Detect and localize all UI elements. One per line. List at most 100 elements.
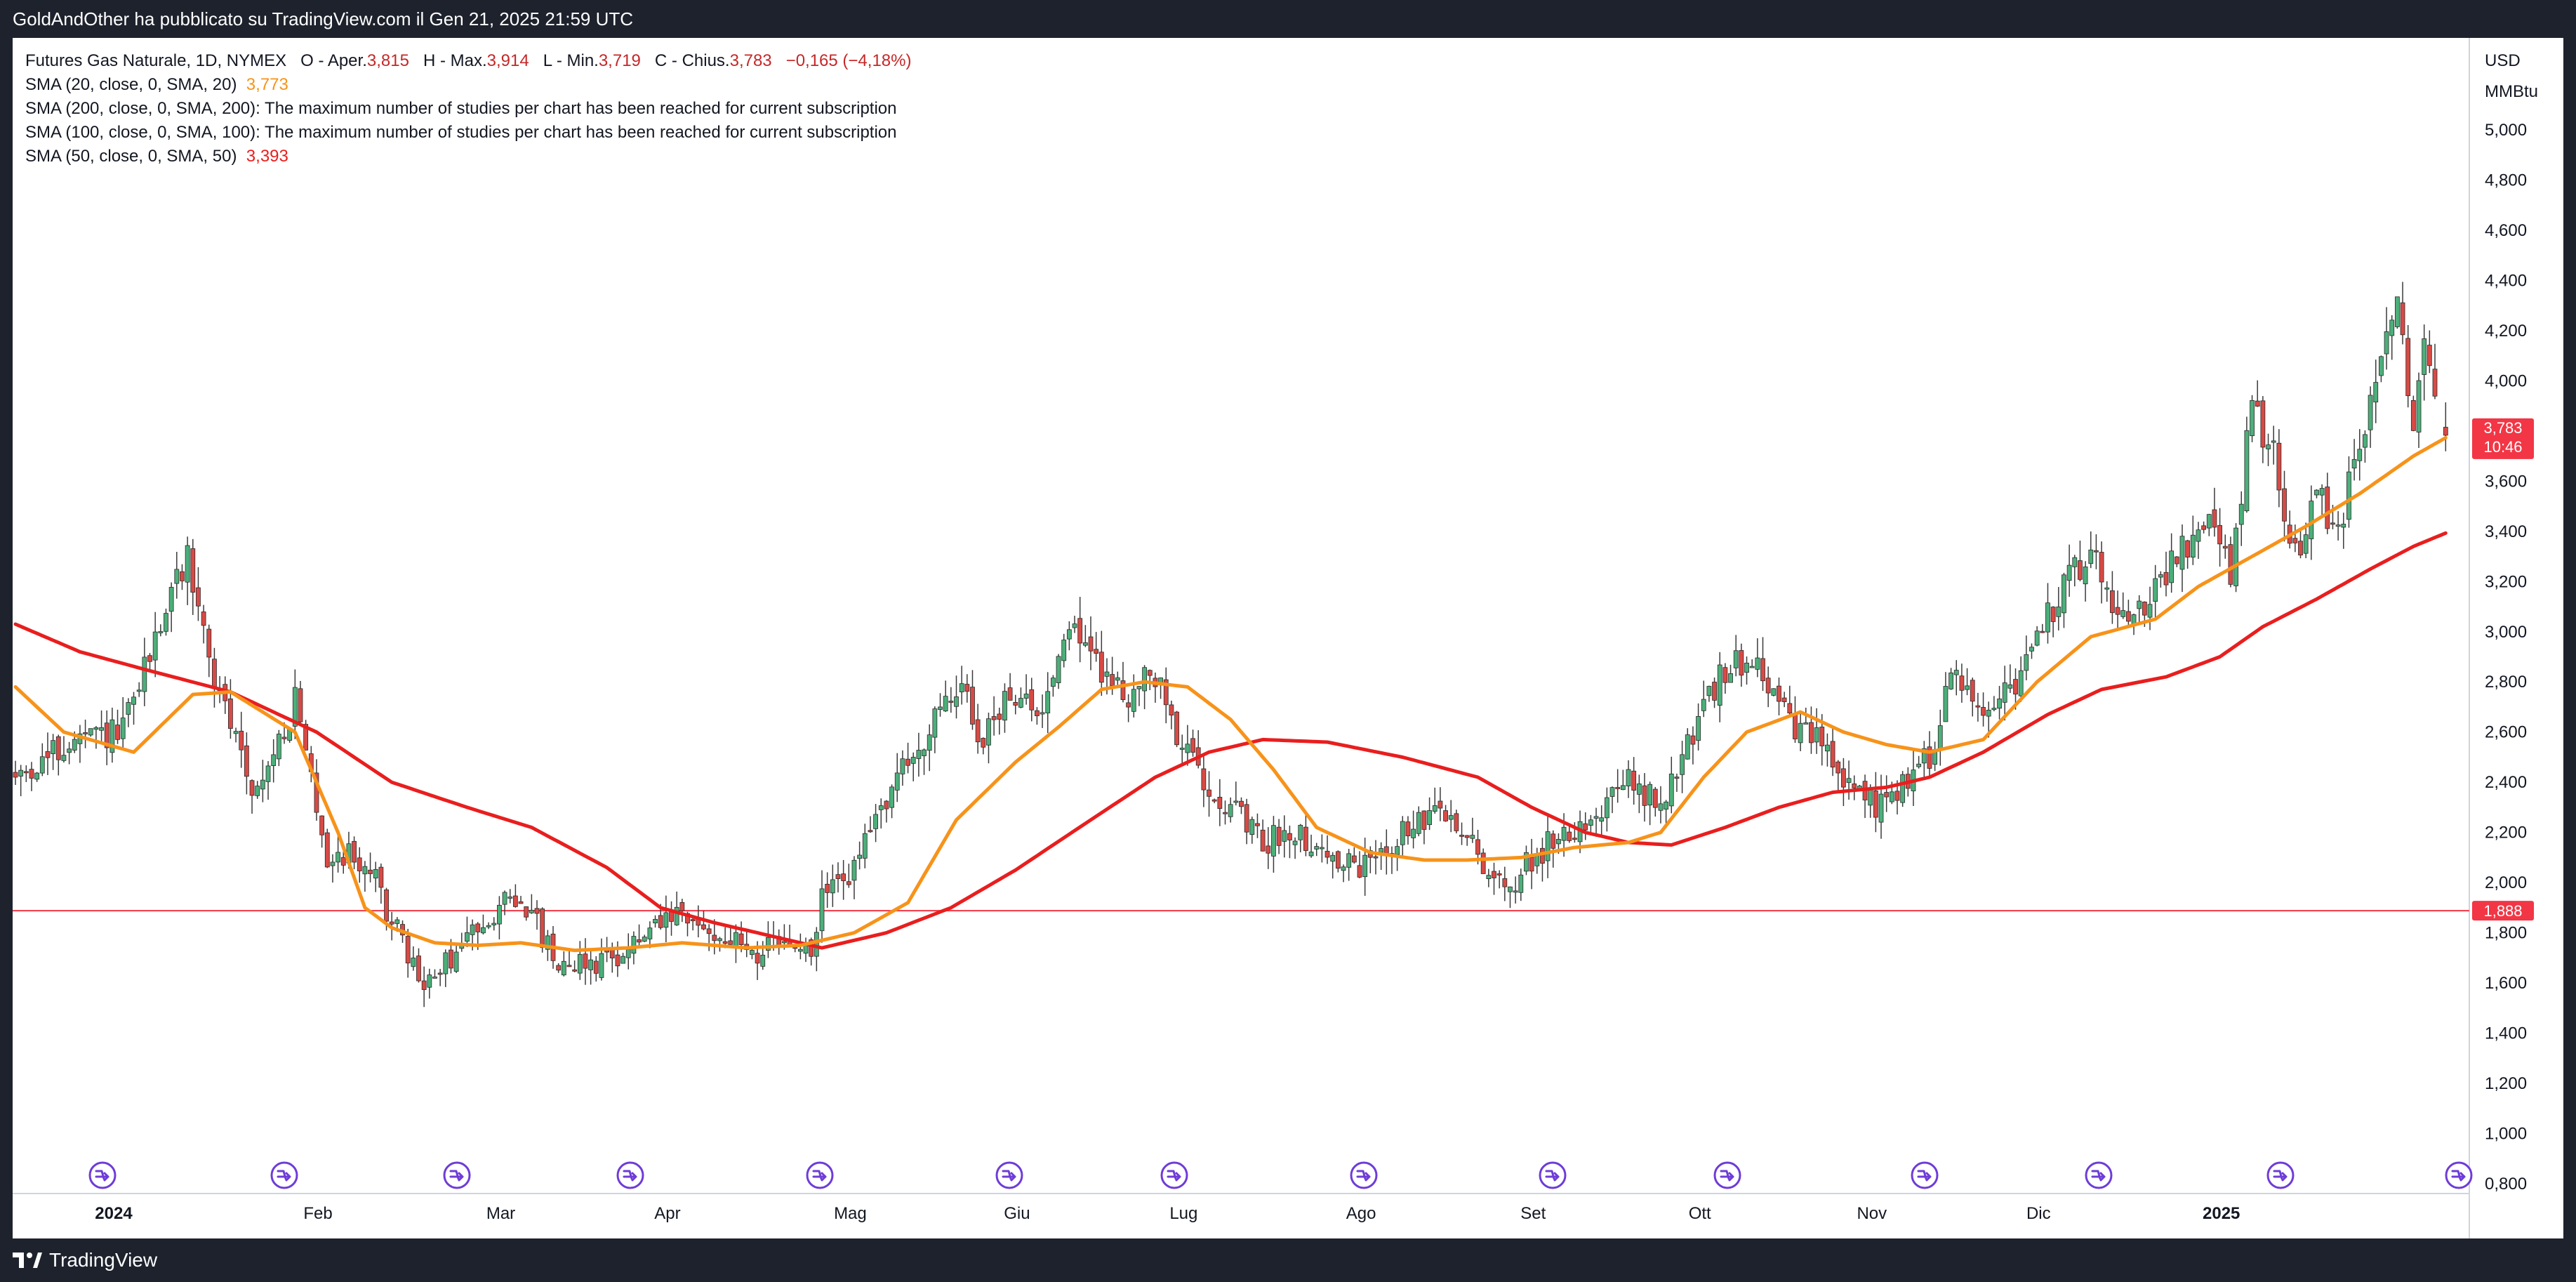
candle-down — [1981, 692, 1986, 727]
candle-body — [2373, 382, 2379, 403]
candle-down — [223, 676, 228, 714]
candle-body — [1948, 672, 1954, 689]
candle-up — [1292, 837, 1298, 859]
candle-down — [2185, 539, 2191, 569]
candle-up — [2066, 544, 2072, 597]
candle-body — [99, 727, 104, 731]
event-marker-icon[interactable] — [1539, 1161, 1567, 1189]
candle-up — [878, 798, 884, 829]
candle-body — [889, 786, 894, 808]
candle-down — [1211, 798, 1217, 804]
candle-up — [2206, 513, 2212, 536]
event-marker-icon[interactable] — [995, 1161, 1023, 1189]
candle-body — [717, 938, 722, 941]
price-chart[interactable]: USD MMBtu 5,000 4,800 4,600 4,400 4,200 4,000 3,… — [13, 38, 2563, 1238]
candle-body — [61, 755, 67, 761]
candle-body — [1050, 678, 1056, 687]
event-marker-icon[interactable] — [1160, 1161, 1188, 1189]
candle-up — [1448, 800, 1454, 833]
candle-body — [1981, 707, 1986, 716]
event-marker-icon[interactable] — [1713, 1161, 1741, 1189]
candle-up — [2072, 555, 2078, 587]
candle-body — [2018, 670, 2024, 696]
candle-body — [663, 912, 669, 928]
candle-body — [2158, 574, 2163, 578]
candle-up — [2357, 429, 2363, 481]
candle-body — [2088, 549, 2094, 564]
tradingview-brand[interactable]: TradingView — [13, 1238, 157, 1282]
candle-up — [819, 870, 825, 943]
candle-body — [637, 939, 642, 943]
candle-body — [260, 779, 265, 790]
event-marker-icon[interactable] — [2266, 1161, 2295, 1189]
chart-panel[interactable]: USD MMBtu 5,000 4,800 4,600 4,400 4,200 4,000 3,… — [13, 38, 2563, 1238]
event-marker-icon[interactable] — [1911, 1161, 1939, 1189]
candle-down — [1631, 757, 1637, 805]
candle-up — [502, 890, 507, 916]
candle-body — [249, 780, 255, 796]
candle-body — [271, 754, 277, 766]
candle-up — [1379, 842, 1384, 871]
event-marker-icon[interactable] — [2445, 1161, 2473, 1189]
candle-body — [2351, 459, 2357, 469]
candle-body — [2045, 602, 2050, 633]
candle-up — [916, 732, 922, 777]
candle-down — [1126, 694, 1131, 722]
candle-body — [2422, 338, 2427, 375]
candle-body — [2083, 566, 2088, 585]
event-marker-icon[interactable] — [806, 1161, 834, 1189]
chart-legend: Futures Gas Naturale, 1D, NYMEX O - Aper… — [25, 49, 911, 168]
candle-body — [997, 713, 1002, 720]
candle-down — [13, 760, 18, 786]
last-price-tag — [2472, 418, 2534, 459]
candle-body — [599, 953, 604, 978]
candle-down — [2287, 510, 2292, 549]
candle-up — [2120, 592, 2126, 619]
candle-up — [1411, 810, 1416, 849]
candle-down — [2426, 330, 2432, 374]
candle-down — [2040, 623, 2045, 633]
event-marker-icon[interactable] — [1350, 1161, 1378, 1189]
legend-sma50-value: 3,393 — [246, 147, 288, 166]
event-marker-icon[interactable] — [88, 1161, 117, 1189]
candle-down — [1438, 787, 1443, 821]
candle-up — [497, 896, 502, 940]
candle-body — [647, 927, 653, 939]
candle-down — [825, 872, 830, 908]
candle-up — [2137, 595, 2142, 624]
candle-down — [1029, 678, 1035, 722]
candle-up — [39, 743, 45, 777]
candle-body — [1056, 656, 1061, 683]
candle-down — [314, 759, 319, 821]
candle-body — [83, 732, 88, 734]
candle-up — [1878, 774, 1884, 839]
candle-body — [1599, 817, 1605, 822]
level-price-tag — [2472, 901, 2534, 921]
candle-down — [712, 919, 717, 955]
candle-down — [115, 709, 120, 744]
candle-down — [2292, 524, 2298, 553]
candle-body — [1335, 851, 1341, 869]
candle-body — [2024, 654, 2029, 671]
event-marker-icon[interactable] — [616, 1161, 644, 1189]
candle-up — [2169, 533, 2175, 593]
candle-down — [835, 862, 841, 893]
candle-up — [959, 666, 964, 705]
candle-body — [281, 736, 287, 739]
event-marker-icon[interactable] — [2085, 1161, 2113, 1189]
candle-body — [1110, 674, 1115, 687]
legend-change-value: −0,165 (−4,18%) — [785, 51, 912, 70]
candle-down — [970, 670, 975, 730]
event-marker-icon[interactable] — [270, 1161, 298, 1189]
candle-up — [1900, 771, 1906, 807]
x-tick-label: Set — [1520, 1204, 1546, 1223]
legend-low-label: L - Min. — [543, 51, 599, 70]
candle-body — [1916, 763, 1922, 767]
candle-body — [1631, 770, 1637, 791]
candle-up — [2416, 372, 2422, 448]
y-tick-label: 3,000 — [2485, 623, 2527, 642]
candle-up — [910, 752, 916, 781]
candle-body — [1416, 812, 1421, 834]
event-marker-icon[interactable] — [443, 1161, 471, 1189]
candle-body — [1292, 840, 1298, 845]
